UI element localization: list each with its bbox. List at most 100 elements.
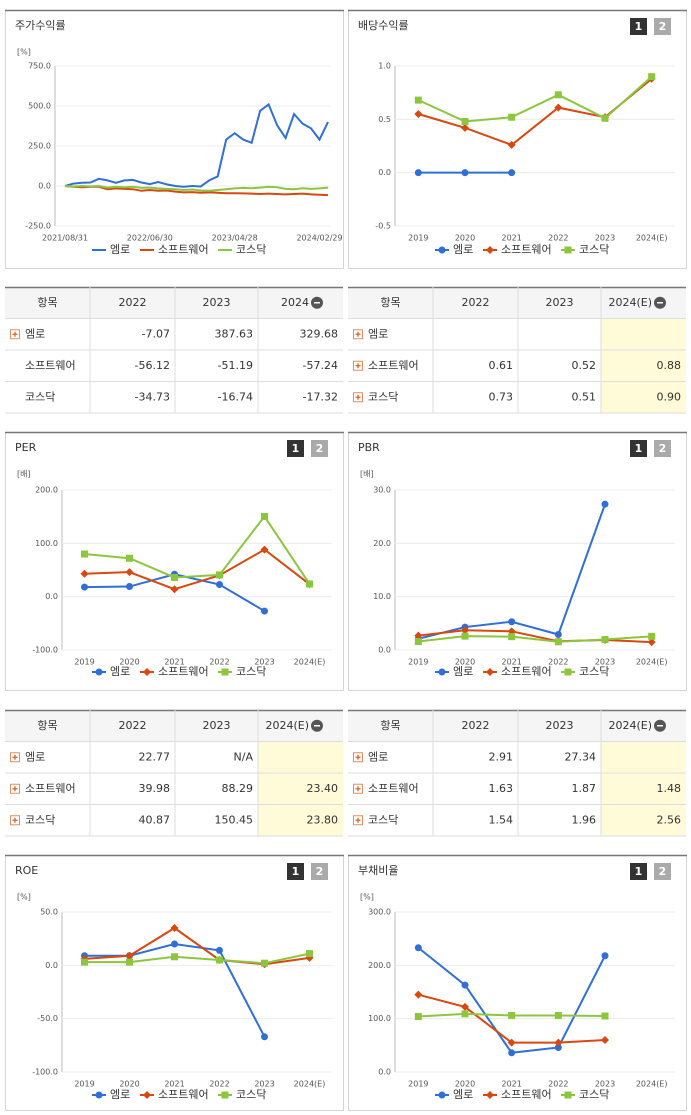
series-line bbox=[84, 926, 310, 966]
marker bbox=[508, 633, 516, 641]
page-button[interactable] bbox=[311, 440, 328, 457]
column-header: 2022 bbox=[462, 719, 490, 732]
x-tick-label: 2022/06/30 bbox=[127, 234, 173, 243]
cell: -7.07 bbox=[142, 327, 170, 340]
cell: 329.68 bbox=[300, 327, 339, 340]
page-button[interactable] bbox=[654, 440, 671, 457]
expand-icon-plus[interactable] bbox=[12, 817, 18, 823]
legend-label: 소프트웨어 bbox=[158, 243, 209, 256]
marker bbox=[95, 668, 103, 676]
marker bbox=[414, 990, 423, 999]
marker bbox=[564, 1091, 572, 1099]
cell: 39.98 bbox=[139, 782, 171, 795]
page-button-label[interactable]: 2 bbox=[659, 442, 667, 455]
marker bbox=[216, 581, 223, 589]
marker bbox=[261, 607, 268, 615]
marker bbox=[554, 1011, 562, 1019]
marker bbox=[554, 638, 562, 646]
row-label: 코스닥 bbox=[368, 390, 398, 403]
page-button[interactable] bbox=[630, 18, 647, 35]
marker bbox=[507, 1038, 516, 1047]
page-button-label[interactable]: 1 bbox=[635, 865, 643, 878]
marker bbox=[461, 632, 469, 640]
expand-icon-plus[interactable] bbox=[12, 786, 18, 792]
x-tick-label: 2019 bbox=[74, 658, 94, 667]
y-tick-label: 0.5 bbox=[378, 115, 391, 124]
marker bbox=[554, 1038, 563, 1047]
page-button-label[interactable]: 2 bbox=[659, 20, 667, 33]
unit-label: [%] bbox=[17, 48, 31, 57]
expand-icon-plus[interactable] bbox=[355, 817, 361, 823]
marker bbox=[648, 632, 656, 640]
page-button[interactable] bbox=[311, 863, 328, 880]
page-button-label[interactable]: 1 bbox=[635, 442, 643, 455]
panel-title: 배당수익률 bbox=[358, 19, 409, 32]
row-label: 엠로 bbox=[25, 750, 45, 763]
page-button-label[interactable]: 1 bbox=[292, 442, 300, 455]
expand-icon-plus[interactable] bbox=[355, 363, 361, 369]
highlight-column bbox=[601, 318, 686, 413]
marker bbox=[461, 1002, 469, 1011]
page-button[interactable] bbox=[287, 863, 304, 880]
panel bbox=[348, 432, 687, 691]
panel-title: PBR bbox=[358, 441, 380, 454]
panel bbox=[348, 855, 687, 1111]
series-line bbox=[417, 75, 653, 123]
y-tick-label: 500.0 bbox=[28, 102, 51, 111]
marker bbox=[461, 117, 469, 125]
marker bbox=[508, 113, 516, 121]
y-tick-label: 0.0 bbox=[378, 168, 391, 177]
expand-icon-plus[interactable] bbox=[12, 754, 18, 760]
x-tick-label: 2024/02/29 bbox=[296, 234, 342, 243]
cell: 387.63 bbox=[215, 327, 254, 340]
marker bbox=[461, 981, 469, 989]
x-tick-label: 2023 bbox=[595, 658, 615, 667]
marker bbox=[171, 953, 178, 961]
x-tick-label: 2023 bbox=[254, 1080, 274, 1089]
x-tick-label: 2022 bbox=[548, 1080, 568, 1089]
marker bbox=[216, 571, 223, 579]
legend-label: 소프트웨어 bbox=[158, 1088, 209, 1101]
x-tick-label: 2024(E) bbox=[636, 1080, 668, 1089]
cell: 27.34 bbox=[565, 750, 597, 763]
x-tick-label: 2020 bbox=[455, 1080, 475, 1089]
page-button-label[interactable]: 2 bbox=[316, 442, 324, 455]
page-button[interactable] bbox=[654, 18, 671, 35]
cell: 22.77 bbox=[139, 750, 171, 763]
marker bbox=[461, 169, 469, 177]
marker bbox=[81, 583, 88, 591]
legend-label: 엠로 bbox=[453, 243, 473, 256]
y-tick-label: 250.0 bbox=[28, 142, 51, 151]
expand-icon-plus[interactable] bbox=[355, 786, 361, 792]
expand-icon-plus[interactable] bbox=[355, 394, 361, 400]
expand-icon-plus[interactable] bbox=[12, 331, 18, 337]
marker bbox=[414, 944, 422, 952]
x-tick-label: 2022 bbox=[209, 1080, 229, 1089]
column-header: 항목 bbox=[380, 719, 400, 732]
page-button-label[interactable]: 1 bbox=[635, 20, 643, 33]
marker bbox=[261, 512, 268, 520]
column-header: 2022 bbox=[462, 296, 490, 309]
expand-icon-plus[interactable] bbox=[355, 331, 361, 337]
page-button[interactable] bbox=[287, 440, 304, 457]
legend-label: 엠로 bbox=[110, 1088, 130, 1101]
cell: 1.87 bbox=[572, 782, 597, 795]
unit-label: [%] bbox=[17, 893, 31, 902]
page-button[interactable] bbox=[630, 440, 647, 457]
page-button[interactable] bbox=[654, 863, 671, 880]
table-header-bg bbox=[348, 287, 686, 319]
expand-icon-plus[interactable] bbox=[355, 754, 361, 760]
page-button-label[interactable]: 1 bbox=[292, 865, 300, 878]
cell: 0.52 bbox=[572, 359, 597, 372]
row-label: 코스닥 bbox=[25, 813, 55, 826]
page-button[interactable] bbox=[630, 863, 647, 880]
unit-label: [배] bbox=[360, 470, 374, 479]
legend-label: 엠로 bbox=[110, 665, 130, 678]
page-button-label[interactable]: 2 bbox=[659, 865, 667, 878]
marker bbox=[143, 668, 151, 676]
row-label: 코스닥 bbox=[368, 813, 398, 826]
marker bbox=[601, 500, 609, 508]
marker bbox=[81, 958, 88, 966]
y-tick-label: -50.0 bbox=[37, 1014, 58, 1023]
page-button-label[interactable]: 2 bbox=[316, 865, 324, 878]
